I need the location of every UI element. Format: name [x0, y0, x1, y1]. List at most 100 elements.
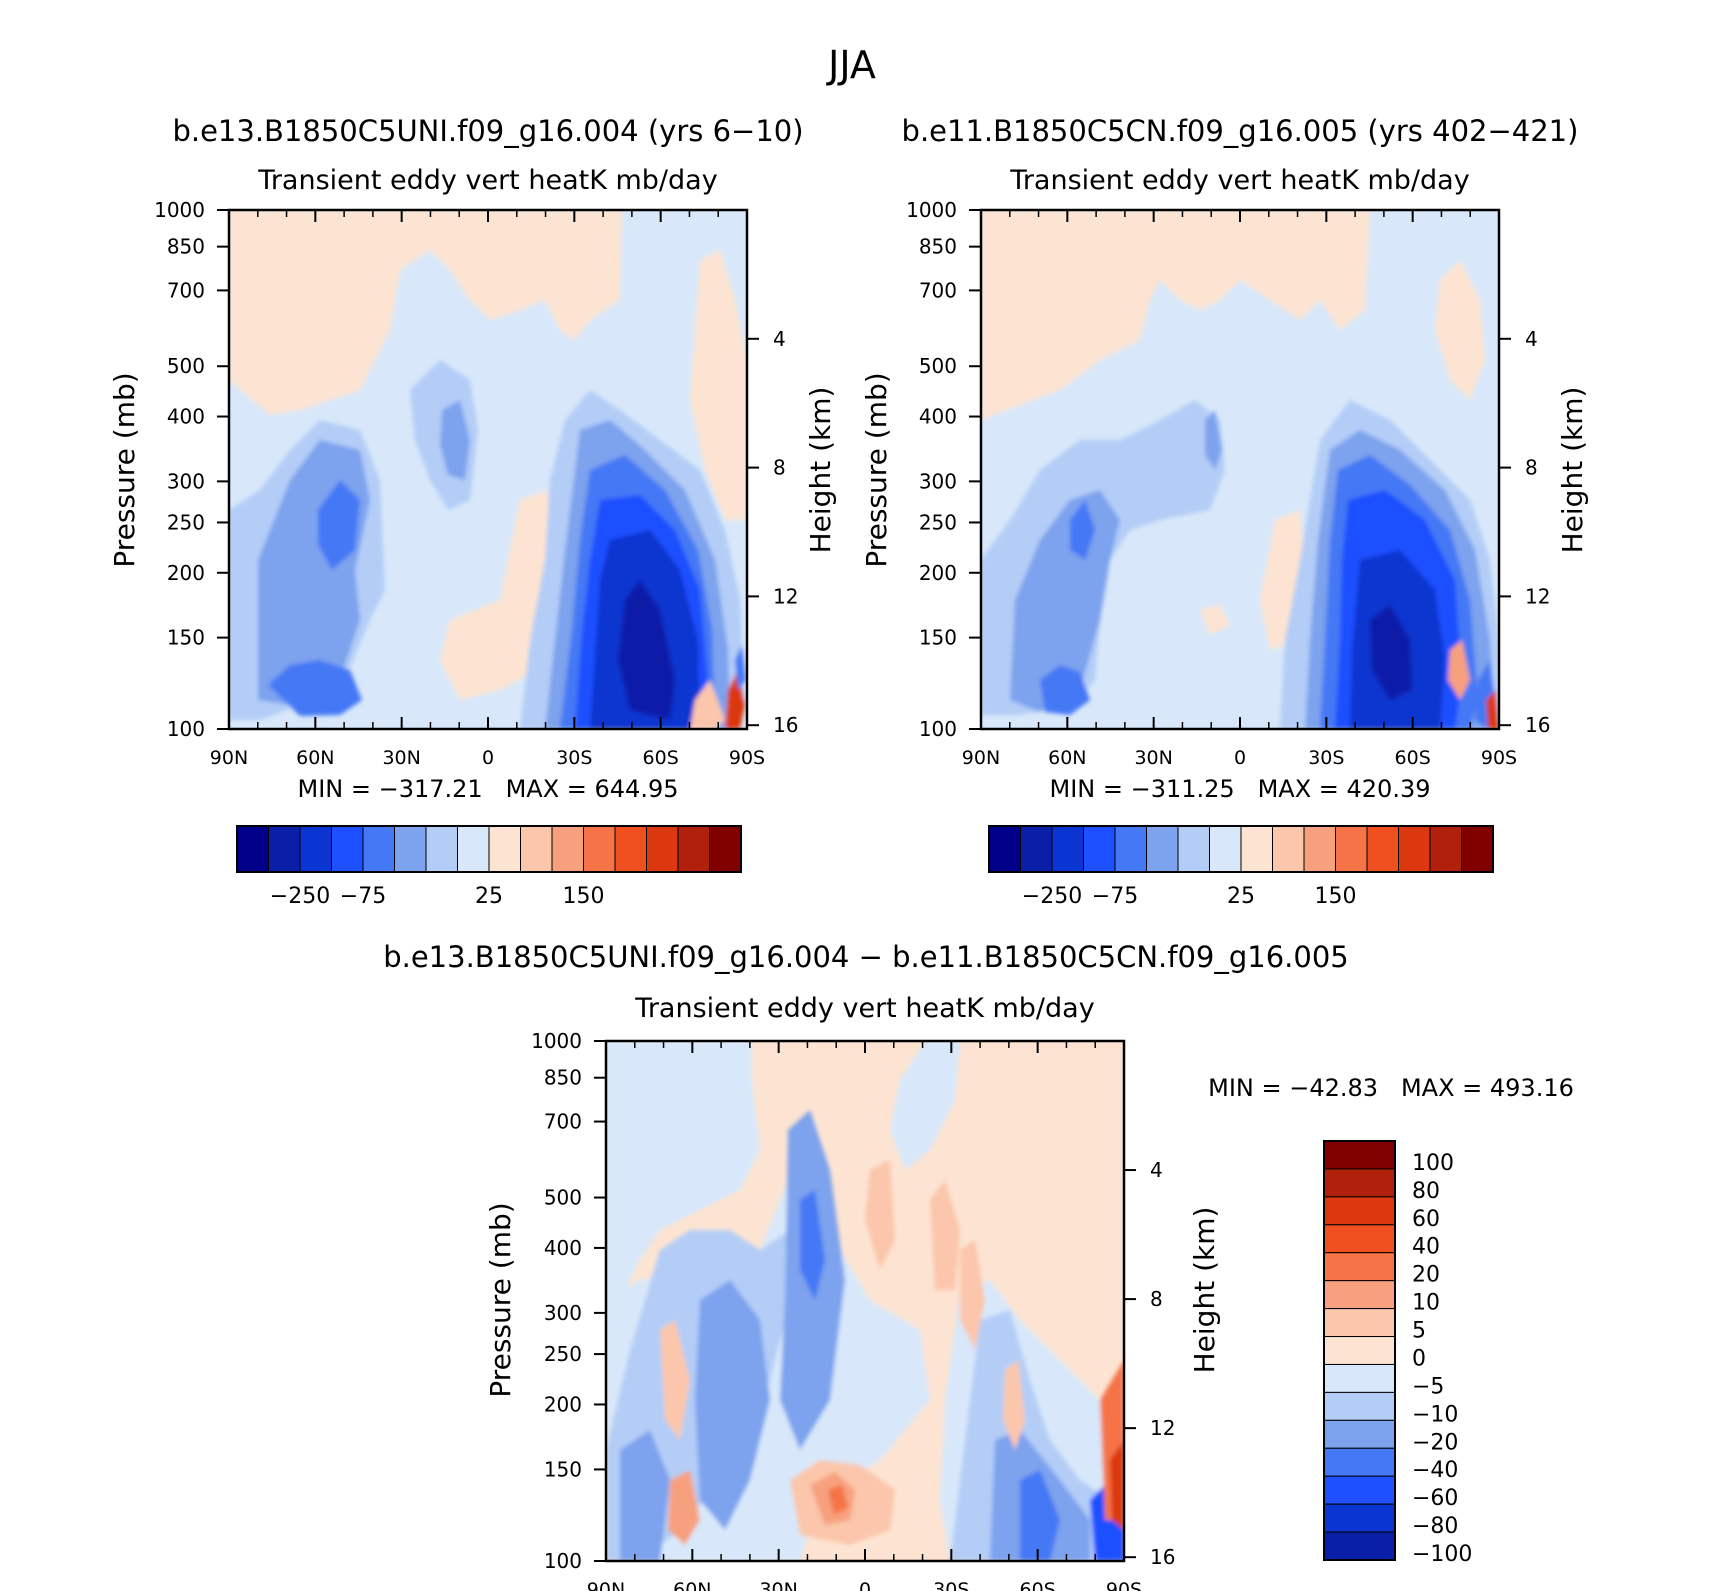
- panel-difference-htick-label: 12: [1150, 1416, 1175, 1440]
- panel-difference-ytick-label: 300: [544, 1301, 582, 1325]
- panel-difference-colorbar-box: [1323, 1363, 1396, 1393]
- panel-difference-ytick-label: 150: [544, 1457, 582, 1481]
- panel-right-colorbar-box: [1146, 825, 1179, 873]
- panel-right-htick-label: 12: [1525, 584, 1550, 608]
- panel-difference-htick-label: 16: [1150, 1545, 1175, 1569]
- panel-difference-colorbar-label: −10: [1412, 1402, 1458, 1427]
- panel-difference-ytick-label: 500: [544, 1186, 582, 1210]
- panel-right-ytick-label: 700: [919, 278, 957, 302]
- panel-left-title: b.e13.B1850C5UNI.f09_g16.004 (yrs 6−10): [172, 114, 803, 148]
- panel-right-ylabel: Pressure (mb): [860, 372, 893, 567]
- panel-left-ytick-label: 500: [167, 354, 205, 378]
- panel-left-ytick-label: 1000: [154, 198, 205, 222]
- panel-difference-colorbar-frame: [1323, 1140, 1396, 1561]
- panel-difference-colorbar-label: 40: [1412, 1235, 1440, 1260]
- panel-right-colorbar-box: [1209, 825, 1242, 873]
- panel-difference-colorbar-label: −60: [1412, 1486, 1458, 1511]
- panel-difference-htick-label: 8: [1150, 1287, 1163, 1311]
- panel-left-axes: 90N 60N 30N 0 30S 60S 90S 100 150 200 250 300 400 500…: [154, 198, 798, 769]
- panel-left-xtick-label: 90N: [210, 747, 248, 769]
- panel-difference-colorbar-box: [1323, 1308, 1396, 1338]
- panel-difference-colorbar-box: [1323, 1447, 1396, 1477]
- panel-difference-colorbar-box: [1323, 1475, 1396, 1505]
- panel-difference-colorbar-box: [1323, 1224, 1396, 1254]
- panel-left-subtitle: Transient eddy vert heatK mb/day: [257, 165, 717, 196]
- panel-difference-subtitle: Transient eddy vert heatK mb/day: [634, 993, 1094, 1024]
- panel-difference-colorbar-label: 20: [1412, 1263, 1440, 1288]
- panel-right-colorbar-box: [1429, 825, 1462, 873]
- panel-difference-ytick-label: 1000: [531, 1029, 582, 1053]
- panel-right-ytick-label: 200: [919, 561, 957, 585]
- panel-left-htick-label: 16: [773, 713, 798, 737]
- panel-right-colorbar-box: [1240, 825, 1273, 873]
- panel-right-colorbar-box: [1366, 825, 1399, 873]
- panel-right-htick-label: 4: [1525, 327, 1538, 351]
- panel-right-colorbar-box: [1335, 825, 1368, 873]
- panel-difference-contour-field: [606, 1041, 1124, 1561]
- panel-left-ytick-label: 300: [167, 469, 205, 493]
- panel-left-xtick-label: 60N: [296, 747, 334, 769]
- panel-left-colorbar-box: [299, 825, 332, 873]
- panel-right-colorbar-frame: [988, 825, 1494, 873]
- panel-difference-colorbar-label: −20: [1412, 1430, 1458, 1455]
- panel-left-colorbar-label: −250: [270, 884, 330, 909]
- panel-difference-ylabel-right: Height (km): [1188, 1207, 1221, 1374]
- panel-difference-colorbar-label: −5: [1412, 1374, 1444, 1399]
- panel-difference-xtick-label: 30S: [933, 1579, 969, 1591]
- panel-difference-colorbar-box: [1323, 1252, 1396, 1282]
- panel-left-colorbar: −250 −75 25 150: [236, 825, 742, 909]
- panel-left-colorbar-box: [268, 825, 301, 873]
- panel-left-colorbar-box: [394, 825, 427, 873]
- panel-left-xtick-label: 90S: [729, 747, 765, 769]
- panel-right-ytick-label: 150: [919, 626, 957, 650]
- panel-right-colorbar-label: −75: [1092, 884, 1138, 909]
- panel-left-colorbar-frame: [236, 825, 742, 873]
- panel-left-contour-field: [229, 210, 747, 729]
- panel-difference-xtick-label: 30N: [759, 1579, 797, 1591]
- panel-left-xtick-label: 30S: [556, 747, 592, 769]
- panel-difference-ytick-label: 100: [544, 1549, 582, 1573]
- panel-difference-colorbar-label: −40: [1412, 1458, 1458, 1483]
- panel-right-colorbar-box: [1177, 825, 1210, 873]
- panel-right-ylabel-right: Height (km): [1556, 387, 1589, 554]
- panel-left-colorbar-box: [709, 825, 742, 873]
- panel-right-subtitle: Transient eddy vert heatK mb/day: [1009, 165, 1469, 196]
- panel-left-xtick-label: 30N: [382, 747, 420, 769]
- panel-difference-colorbar-box: [1323, 1503, 1396, 1533]
- panel-left: b.e13.B1850C5UNI.f09_g16.004 (yrs 6−10) …: [108, 114, 837, 909]
- panel-left-colorbar-label: 25: [475, 884, 503, 909]
- panel-difference-colorbar-label: −100: [1412, 1542, 1472, 1567]
- panel-left-htick-label: 4: [773, 327, 786, 351]
- panel-left-ylabel: Pressure (mb): [108, 372, 141, 567]
- panel-right-xtick-label: 90S: [1481, 747, 1517, 769]
- panel-left-htick-label: 8: [773, 456, 786, 480]
- panel-left-ytick-label: 100: [167, 717, 205, 741]
- panel-right-xtick-label: 0: [1234, 747, 1246, 769]
- panel-right-colorbar-box: [1020, 825, 1053, 873]
- panel-difference-colorbar-box: [1323, 1196, 1396, 1226]
- panel-left-htick-label: 12: [773, 584, 798, 608]
- panel-right-htick-label: 8: [1525, 456, 1538, 480]
- panel-right-xtick-label: 30N: [1134, 747, 1172, 769]
- panel-right-colorbar-box: [1114, 825, 1147, 873]
- panel-right-ytick-label: 1000: [906, 198, 957, 222]
- panel-right-colorbar-box: [1083, 825, 1116, 873]
- panel-right-colorbar-box: [1051, 825, 1084, 873]
- panel-left-ytick-label: 200: [167, 561, 205, 585]
- panel-right-ytick-label: 500: [919, 354, 957, 378]
- panel-difference-colorbar-label: 80: [1412, 1179, 1440, 1204]
- panel-right-xtick-label: 30S: [1308, 747, 1344, 769]
- panel-right-xtick-label: 90N: [962, 747, 1000, 769]
- panel-right-colorbar-label: 25: [1227, 884, 1255, 909]
- panel-difference-colorbar-label: −80: [1412, 1514, 1458, 1539]
- panel-right-ytick-label: 400: [919, 405, 957, 429]
- panel-left-colorbar-box: [677, 825, 710, 873]
- panel-difference-colorbar-box: [1323, 1336, 1396, 1365]
- panel-right-colorbar-box: [1303, 825, 1336, 873]
- panel-left-xtick-label: 0: [482, 747, 494, 769]
- panel-difference-colorbar-label: 100: [1412, 1151, 1454, 1176]
- panel-left-stats: MIN = −317.21 MAX = 644.95: [298, 775, 679, 803]
- panel-difference-stats: MIN = −42.83 MAX = 493.16: [1208, 1074, 1574, 1102]
- panel-right: b.e11.B1850C5CN.f09_g16.005 (yrs 402−421…: [860, 114, 1589, 909]
